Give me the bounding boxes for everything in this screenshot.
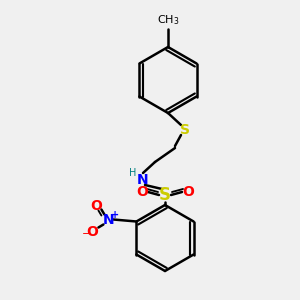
Text: −: − bbox=[82, 229, 91, 238]
Text: O: O bbox=[86, 224, 98, 239]
Text: S: S bbox=[180, 123, 190, 137]
Text: N: N bbox=[137, 173, 149, 187]
Text: S: S bbox=[159, 186, 171, 204]
Text: H: H bbox=[129, 168, 137, 178]
Text: O: O bbox=[182, 185, 194, 199]
Text: +: + bbox=[111, 209, 119, 220]
Text: N: N bbox=[103, 212, 114, 226]
Text: O: O bbox=[91, 199, 102, 212]
Text: CH$_3$: CH$_3$ bbox=[157, 13, 179, 27]
Text: O: O bbox=[136, 185, 148, 199]
